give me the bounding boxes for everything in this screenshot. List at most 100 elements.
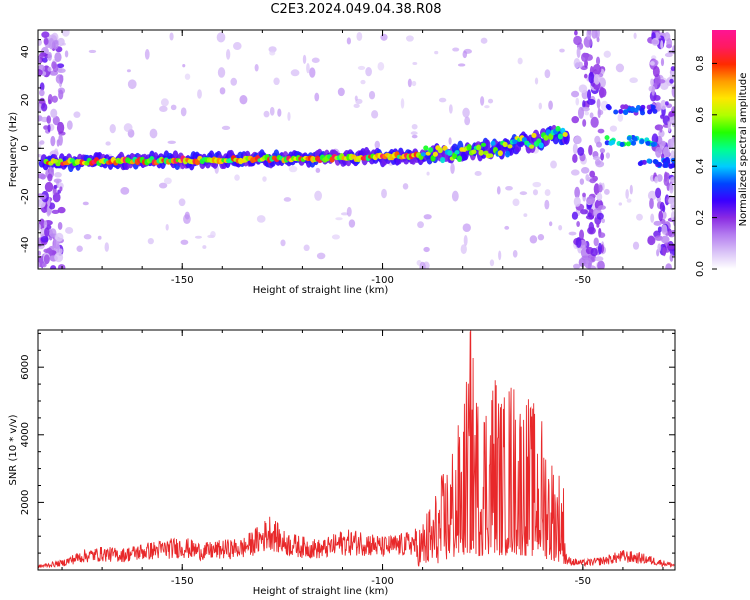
heatmap-cell [226, 49, 231, 60]
heatmap-cell [41, 262, 47, 268]
heatmap-cell [633, 107, 639, 113]
heatmap-cell [38, 250, 42, 256]
heatmap-cell [180, 107, 187, 117]
heatmap-cell [575, 97, 580, 106]
heatmap-cell [43, 220, 48, 229]
snr-xtick-label: -100 [371, 576, 394, 587]
heatmap-cell [593, 237, 599, 247]
heatmap-cell [57, 37, 65, 47]
heatmap-cell [646, 104, 652, 110]
heatmap-cell [653, 95, 661, 101]
colorbar [712, 30, 736, 269]
heatmap-cell [682, 164, 687, 169]
heatmap-cell [126, 69, 131, 73]
heatmap-cell [97, 235, 102, 240]
heatmap-cell [230, 77, 238, 86]
heatmap-cell [573, 136, 582, 145]
heatmap-xtick-label: -100 [371, 275, 394, 286]
heatmap-cell [450, 162, 455, 174]
heatmap-cell [584, 111, 590, 116]
heatmap-cell [51, 95, 58, 103]
heatmap-cell [46, 115, 52, 124]
heatmap-cell [598, 184, 603, 193]
heatmap-cell [587, 212, 592, 218]
heatmap-cell [639, 139, 645, 145]
heatmap-cell [412, 61, 418, 66]
heatmap-cell [432, 151, 439, 157]
heatmap-cell [550, 160, 557, 169]
heatmap-cell [613, 109, 619, 115]
heatmap-cell [165, 223, 169, 231]
heatmap-cell [660, 40, 664, 50]
heatmap-cell [88, 49, 97, 54]
heatmap-cell [512, 198, 520, 207]
colorbar-label: Normalized spectral amplitude [738, 73, 749, 227]
heatmap-cell [579, 229, 585, 241]
heatmap-cell [669, 253, 674, 262]
heatmap-cell [577, 106, 585, 119]
heatmap-cell [423, 214, 432, 220]
heatmap-cell [269, 50, 276, 56]
heatmap-cell [58, 134, 63, 146]
heatmap-cell [411, 134, 418, 139]
heatmap-cell [617, 113, 624, 122]
heatmap-cell [47, 66, 52, 72]
heatmap-cell [663, 146, 670, 159]
heatmap-cell [50, 108, 58, 118]
heatmap-cell [571, 116, 580, 124]
heatmap-cell [645, 140, 651, 146]
heatmap-cell [480, 96, 485, 106]
heatmap-cell [596, 98, 601, 109]
heatmap-cell [38, 56, 41, 65]
heatmap-cell [573, 263, 581, 269]
heatmap-cell [576, 220, 580, 227]
heatmap-cell [262, 176, 267, 182]
heatmap-cell [180, 239, 189, 245]
heatmap-cell [488, 153, 494, 158]
heatmap-cell [73, 111, 81, 118]
heatmap-cell [315, 167, 321, 173]
heatmap-cell [365, 67, 372, 77]
heatmap-cell [182, 63, 186, 68]
colorbar-tick-label: 0.2 [695, 210, 706, 226]
heatmap-cell [651, 85, 655, 96]
heatmap-cell [120, 187, 130, 195]
heatmap-cell [609, 125, 618, 132]
heatmap-ytick-label: 40 [20, 45, 31, 58]
snr-ytick-label: 6000 [20, 354, 31, 379]
heatmap-cell [316, 252, 326, 260]
heatmap-cell [54, 52, 62, 63]
heatmap-cell [314, 190, 323, 201]
heatmap-cell [38, 173, 46, 179]
heatmap-cell [626, 135, 632, 141]
heatmap-cell [170, 104, 177, 111]
heatmap-cell [434, 50, 439, 55]
heatmap-cell [659, 201, 665, 212]
heatmap-cell [586, 98, 596, 106]
heatmap-cell [504, 150, 511, 158]
heatmap-cell [636, 213, 643, 221]
heatmap-cell [54, 172, 62, 178]
heatmap-cell [263, 110, 270, 118]
heatmap-cell [83, 234, 92, 240]
heatmap-cell [233, 42, 242, 50]
heatmap-cell [425, 151, 431, 156]
heatmap-cell [127, 79, 137, 90]
heatmap-cell [47, 124, 51, 133]
heatmap-cell [610, 139, 616, 145]
heatmap-cell [484, 139, 491, 152]
heatmap-cell [420, 152, 427, 157]
heatmap-cell [411, 123, 418, 130]
heatmap-cell [53, 184, 58, 189]
colorbar-tick-label: 0.0 [695, 261, 706, 277]
heatmap-cell [523, 213, 528, 217]
heatmap-cell [505, 186, 513, 191]
heatmap-cell [618, 108, 624, 114]
heatmap-cell [559, 48, 565, 53]
heatmap-cell [502, 141, 508, 148]
heatmap-cell [66, 120, 73, 130]
heatmap-cell [632, 241, 640, 250]
heatmap-cell [537, 234, 545, 241]
heatmap-cell [490, 140, 496, 146]
heatmap-cell [669, 176, 675, 184]
